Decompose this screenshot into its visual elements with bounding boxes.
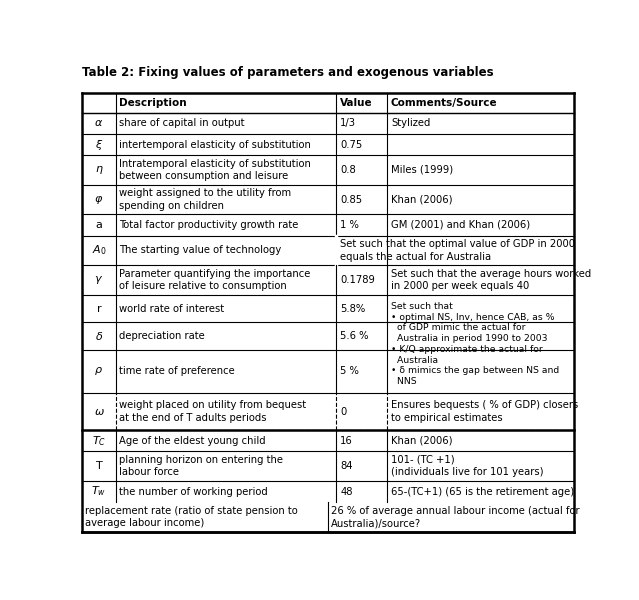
Text: 0: 0 [341, 407, 346, 416]
Text: Khan (2006): Khan (2006) [391, 194, 452, 205]
Text: $\omega$: $\omega$ [93, 407, 104, 416]
Text: Khan (2006): Khan (2006) [391, 436, 452, 446]
Text: The starting value of technology: The starting value of technology [119, 245, 282, 256]
Text: 101- (TC +1)
(individuals live for 101 years): 101- (TC +1) (individuals live for 101 y… [391, 455, 543, 478]
Text: Ensures bequests ( % of GDP) closers
to empirical estimates: Ensures bequests ( % of GDP) closers to … [391, 400, 578, 423]
Text: weight assigned to the utility from
spending on children: weight assigned to the utility from spen… [119, 188, 291, 211]
Text: $\rho$: $\rho$ [95, 365, 104, 377]
Text: time rate of preference: time rate of preference [119, 367, 235, 376]
Text: $\delta$: $\delta$ [95, 330, 103, 342]
Text: $\varphi$: $\varphi$ [95, 194, 104, 206]
Text: $\gamma$: $\gamma$ [95, 274, 104, 286]
Text: Description: Description [119, 98, 187, 108]
Text: Comments/Source: Comments/Source [391, 98, 498, 108]
Text: a: a [95, 220, 102, 230]
Text: $A_0$: $A_0$ [91, 244, 106, 257]
Text: intertemporal elasticity of substitution: intertemporal elasticity of substitution [119, 140, 311, 149]
Text: 5 %: 5 % [341, 367, 359, 376]
Text: Set such that
• optimal NS, Inv, hence CAB, as %
  of GDP mimic the actual for
 : Set such that • optimal NS, Inv, hence C… [391, 302, 559, 386]
Text: Set such that the average hours worked
in 2000 per week equals 40: Set such that the average hours worked i… [391, 269, 591, 291]
Text: Total factor productivity growth rate: Total factor productivity growth rate [119, 220, 299, 230]
Text: $T_C$: $T_C$ [92, 434, 106, 448]
Text: replacement rate (ratio of state pension to
average labour income): replacement rate (ratio of state pension… [86, 506, 298, 528]
Text: 0.85: 0.85 [341, 194, 362, 205]
Text: 65-(TC+1) (65 is the retirement age): 65-(TC+1) (65 is the retirement age) [391, 487, 574, 497]
Text: world rate of interest: world rate of interest [119, 304, 225, 314]
Text: planning horizon on entering the
labour force: planning horizon on entering the labour … [119, 455, 284, 478]
Text: GM (2001) and Khan (2006): GM (2001) and Khan (2006) [391, 220, 530, 230]
Text: 48: 48 [341, 487, 353, 497]
Text: 0.8: 0.8 [341, 165, 356, 175]
Text: 5.8%: 5.8% [341, 304, 366, 314]
Text: T: T [96, 461, 102, 471]
Text: $\eta$: $\eta$ [95, 164, 104, 176]
Text: Intratemporal elasticity of substitution
between consumption and leisure: Intratemporal elasticity of substitution… [119, 159, 311, 181]
Text: Miles (1999): Miles (1999) [391, 165, 453, 175]
Text: 0.75: 0.75 [341, 140, 362, 149]
Text: $T_w$: $T_w$ [91, 485, 107, 499]
Text: 84: 84 [341, 461, 353, 471]
Text: $\xi$: $\xi$ [95, 137, 103, 152]
Text: Stylized: Stylized [391, 118, 430, 128]
Text: r: r [96, 304, 101, 314]
Text: 16: 16 [341, 436, 353, 446]
Text: 5.6 %: 5.6 % [341, 331, 369, 341]
Text: Parameter quantifying the importance
of leisure relative to consumption: Parameter quantifying the importance of … [119, 269, 311, 291]
Text: the number of working period: the number of working period [119, 487, 268, 497]
Text: share of capital in output: share of capital in output [119, 118, 245, 128]
Text: 26 % of average annual labour income (actual for
Australia)/source?: 26 % of average annual labour income (ac… [331, 506, 580, 528]
Text: 1/3: 1/3 [341, 118, 357, 128]
Text: Set such that the optimal value of GDP in 2000
equals the actual for Australia: Set such that the optimal value of GDP i… [341, 239, 575, 262]
Text: $\alpha$: $\alpha$ [95, 118, 104, 128]
Text: depreciation rate: depreciation rate [119, 331, 205, 341]
Text: Value: Value [341, 98, 373, 108]
Text: 1 %: 1 % [341, 220, 359, 230]
Text: Table 2: Fixing values of parameters and exogenous variables: Table 2: Fixing values of parameters and… [82, 66, 494, 79]
Text: Age of the eldest young child: Age of the eldest young child [119, 436, 266, 446]
Text: 0.1789: 0.1789 [341, 275, 375, 285]
Text: weight placed on utility from bequest
at the end of T adults periods: weight placed on utility from bequest at… [119, 400, 307, 423]
